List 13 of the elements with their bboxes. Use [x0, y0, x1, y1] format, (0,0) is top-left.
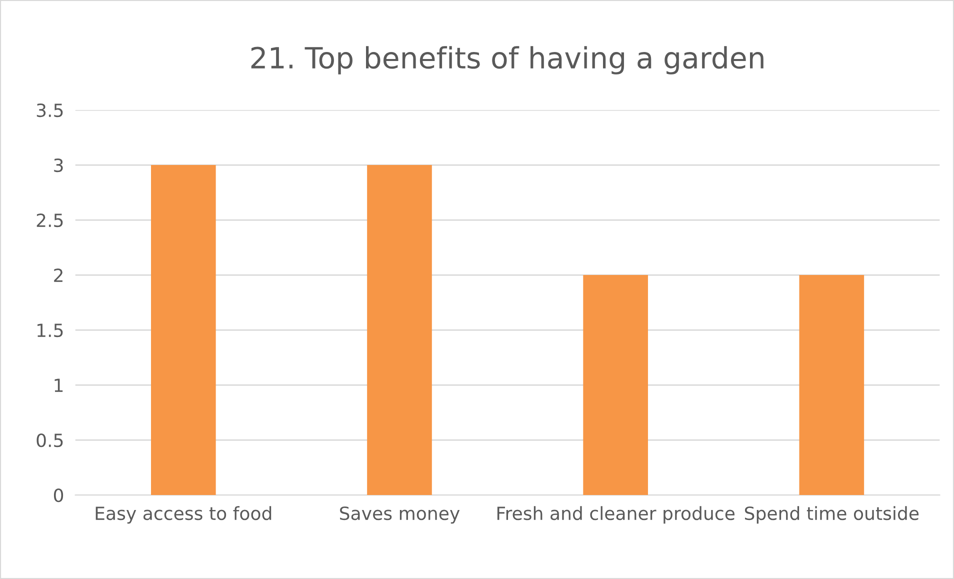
- y-tick-label: 3: [54, 158, 63, 172]
- y-tick-label: 1: [54, 378, 63, 392]
- y-tick-label: 1.5: [38, 324, 63, 338]
- chart-title: 21. Top benefits of having a garden: [251, 46, 764, 74]
- y-tick-label: 0.5: [36, 434, 63, 448]
- y-tick-label: 0: [54, 488, 64, 502]
- x-tick-label: Easy access to food: [96, 506, 272, 524]
- y-tick-label: 2: [54, 268, 62, 282]
- y-tick-label: 2.5: [36, 213, 63, 228]
- x-tick-label: Saves money: [340, 506, 460, 524]
- x-tick-label: Fresh and cleaner produce: [497, 506, 735, 524]
- x-tick-label: Spend time outside: [744, 506, 919, 524]
- y-tick-label: 3.5: [36, 103, 63, 118]
